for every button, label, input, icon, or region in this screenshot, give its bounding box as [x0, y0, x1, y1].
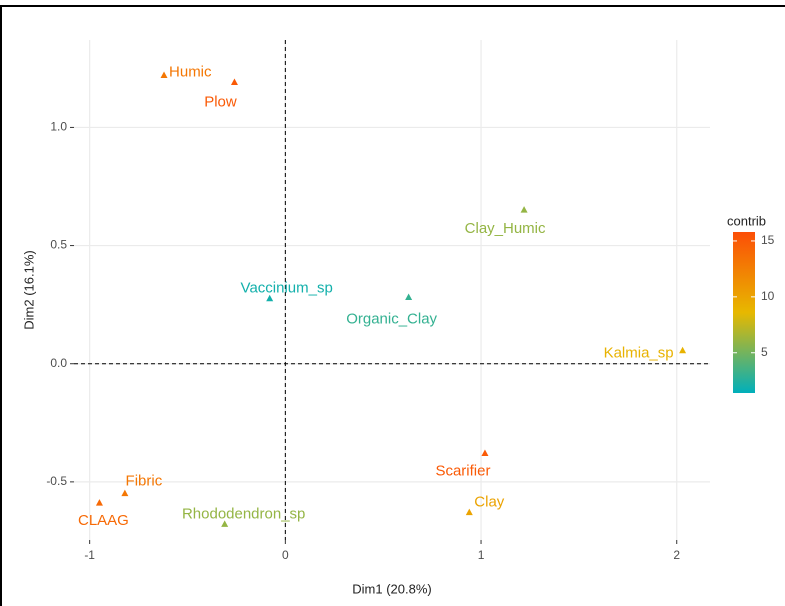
point [465, 508, 473, 516]
point-label: Clay [474, 494, 505, 511]
x-tick-label: 1 [478, 548, 485, 562]
x-tick-label: -1 [84, 548, 95, 562]
y-tick-label: 0.5 [50, 238, 67, 252]
point-label: Rhododendron_sp [182, 505, 305, 522]
y-tick-label: 0.0 [50, 356, 67, 370]
y-tick-label: 1.0 [50, 120, 67, 134]
point [121, 489, 129, 497]
colorbar [733, 232, 755, 393]
point [95, 499, 103, 506]
point [405, 293, 413, 301]
point [160, 71, 168, 78]
point [230, 78, 238, 86]
point-label: Scarifier [435, 462, 490, 479]
point-label: Humic [169, 63, 212, 80]
colorbar-label: 5 [761, 345, 768, 359]
colorbar-label: 10 [761, 289, 775, 303]
point-label: Kalmia_sp [604, 345, 674, 362]
point-label: Clay_Humic [465, 220, 546, 237]
point-label: Plow [204, 94, 237, 111]
y-axis-title: Dim2 (16.1%) [21, 250, 36, 329]
x-axis-title: Dim1 (20.8%) [352, 581, 431, 596]
point-label: CLAAG [78, 512, 129, 529]
point [266, 294, 274, 302]
point [221, 520, 229, 527]
point-label: Fibric [126, 473, 163, 490]
x-tick-label: 2 [673, 548, 680, 562]
legend-title: contrib [727, 213, 766, 228]
point [520, 206, 528, 213]
point [481, 449, 489, 457]
colorbar-label: 15 [761, 233, 775, 247]
y-tick-label: -0.5 [46, 474, 67, 488]
point [679, 346, 687, 354]
point-label: Vaccinium_sp [241, 280, 333, 297]
x-tick-label: 0 [282, 548, 289, 562]
point-label: Organic_Clay [346, 311, 437, 328]
